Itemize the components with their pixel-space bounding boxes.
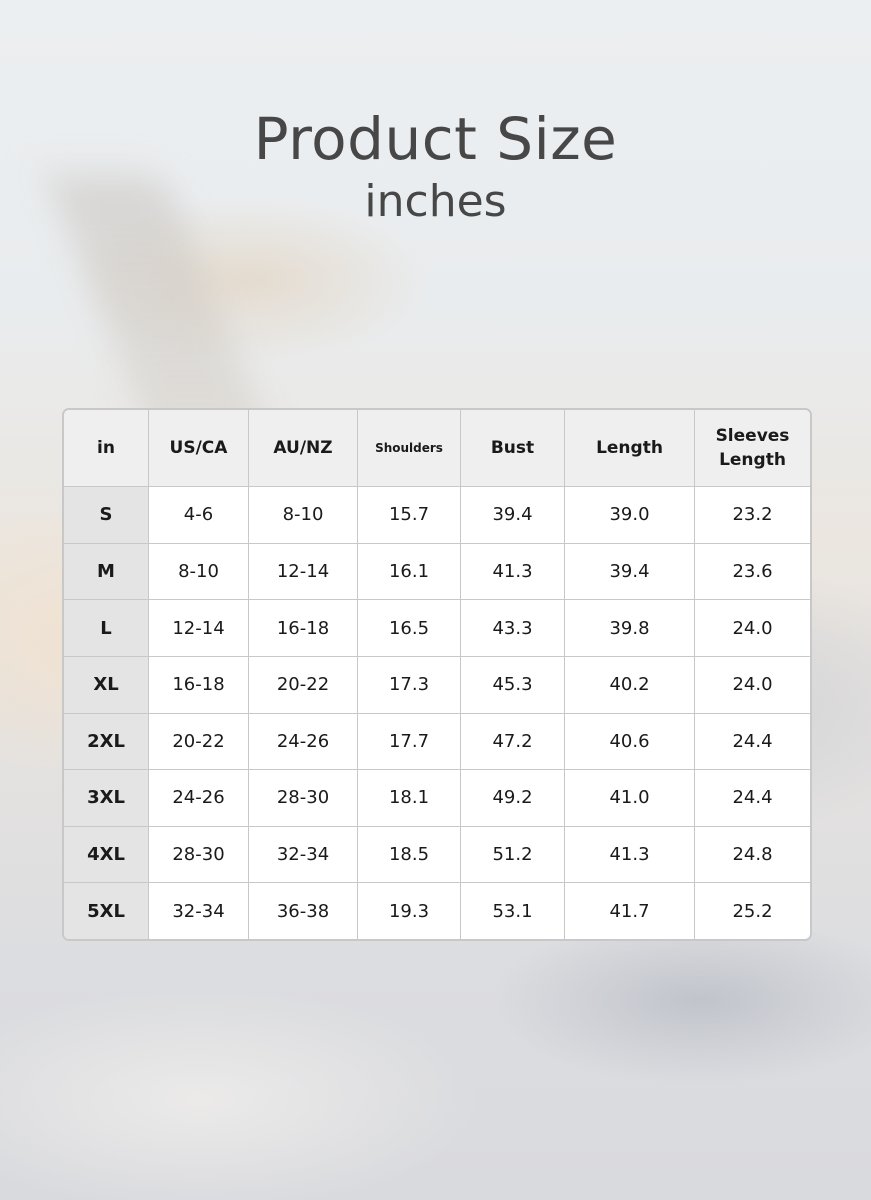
table-cell: 24-26 (249, 713, 358, 771)
page-title: Product Size (253, 105, 618, 173)
column-header: AU/NZ (249, 410, 358, 487)
table-cell: 12-14 (249, 543, 358, 601)
table-cell: 39.0 (565, 487, 695, 544)
table-cell: 15.7 (358, 487, 461, 544)
table-cell: 24.8 (695, 827, 810, 884)
table-cell: 23.2 (695, 487, 810, 544)
table-cell: 8-10 (149, 543, 249, 601)
column-header: Sleeves Length (695, 410, 810, 487)
table-row: M 8-10 12-14 16.1 41.3 39.4 23.6 (64, 543, 810, 601)
table-row: 3XL 24-26 28-30 18.1 49.2 41.0 24.4 (64, 770, 810, 827)
table-cell: 45.3 (461, 656, 565, 714)
table-row: 4XL 28-30 32-34 18.5 51.2 41.3 24.8 (64, 826, 810, 884)
table-cell: 36-38 (249, 883, 358, 939)
table-cell: 41.7 (565, 883, 695, 939)
table-cell: 17.7 (358, 713, 461, 771)
table-cell: 49.2 (461, 770, 565, 827)
size-label-cell: M (64, 543, 149, 601)
table-cell: 32-34 (149, 883, 249, 939)
table-cell: 20-22 (149, 713, 249, 771)
table-cell: 19.3 (358, 883, 461, 939)
table-cell: 24.0 (695, 600, 810, 657)
table-cell: 28-30 (249, 770, 358, 827)
table-cell: 12-14 (149, 600, 249, 657)
table-cell: 16-18 (249, 600, 358, 657)
table-row: 5XL 32-34 36-38 19.3 53.1 41.7 25.2 (64, 883, 810, 939)
column-header: Shoulders (358, 410, 461, 487)
column-header: in (64, 410, 149, 487)
size-label-cell: 3XL (64, 770, 149, 827)
table-cell: 24.4 (695, 714, 810, 771)
table-row: XL 16-18 20-22 17.3 45.3 40.2 24.0 (64, 656, 810, 714)
table-cell: 47.2 (461, 713, 565, 771)
table-cell: 41.0 (565, 770, 695, 827)
column-header: Length (565, 410, 695, 487)
size-chart-table: in US/CA AU/NZ Shoulders Bust Length Sleeves L… (62, 408, 812, 941)
column-header: US/CA (149, 410, 249, 487)
table-cell: 24-26 (149, 770, 249, 827)
table-cell: 41.3 (565, 826, 695, 884)
size-label-cell: L (64, 600, 149, 657)
table-header-row: in US/CA AU/NZ Shoulders Bust Length Sleeves L… (64, 410, 810, 487)
table-cell: 16-18 (149, 656, 249, 714)
table-cell: 18.1 (358, 770, 461, 827)
table-cell: 24.0 (695, 657, 810, 714)
table-cell: 20-22 (249, 656, 358, 714)
table-cell: 39.4 (461, 487, 565, 544)
table-cell: 8-10 (249, 487, 358, 544)
table-cell: 39.8 (565, 600, 695, 657)
table-row: S 4-6 8-10 15.7 39.4 39.0 23.2 (64, 487, 810, 544)
table-cell: 51.2 (461, 826, 565, 884)
table-row: 2XL 20-22 24-26 17.7 47.2 40.6 24.4 (64, 713, 810, 771)
table-cell: 24.4 (695, 770, 810, 827)
page-subtitle: inches (364, 176, 507, 227)
size-label-cell: 5XL (64, 883, 149, 939)
table-cell: 18.5 (358, 826, 461, 884)
table-cell: 41.3 (461, 543, 565, 601)
size-label-cell: 4XL (64, 826, 149, 884)
table-cell: 25.2 (732, 900, 773, 922)
table-cell: 43.3 (461, 600, 565, 657)
table-cell: 16.1 (358, 543, 461, 601)
table-row: L 12-14 16-18 16.5 43.3 39.8 24.0 (64, 600, 810, 657)
table-cell: 4-6 (149, 487, 249, 544)
column-header: Bust (461, 410, 565, 487)
table-cell: 17.3 (358, 656, 461, 714)
table-cell: 28-30 (149, 826, 249, 884)
table-cell: 40.6 (565, 713, 695, 771)
size-label-cell: 2XL (64, 713, 149, 771)
table-cell: 16.5 (358, 600, 461, 657)
table-cell: 40.2 (565, 656, 695, 714)
table-cell: 39.4 (565, 543, 695, 601)
table-cell: 23.6 (695, 544, 810, 601)
size-label-cell: S (64, 487, 149, 544)
size-label-cell: XL (64, 656, 149, 714)
table-cell: 32-34 (249, 826, 358, 884)
table-cell: 53.1 (461, 883, 565, 939)
